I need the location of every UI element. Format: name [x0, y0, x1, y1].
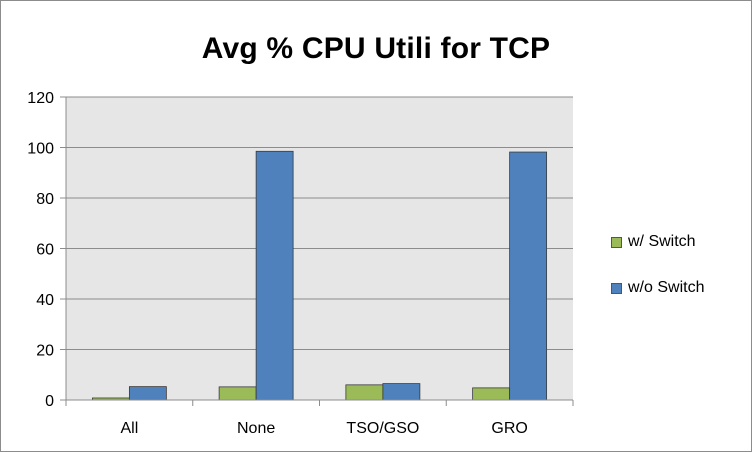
- gridlines: [66, 96, 573, 350]
- x-category-label: None: [237, 420, 275, 437]
- legend-item-wo-switch: w/o Switch: [611, 277, 751, 299]
- bars: [91, 150, 548, 401]
- y-axis: 0 20 40 60 80 100 120: [27, 90, 67, 410]
- legend-item-w-switch: w/ Switch: [611, 231, 751, 253]
- legend: w/ Switch w/o Switch: [611, 231, 751, 323]
- bar-wo-switch-1: [255, 150, 294, 401]
- legend-swatch-wo-switch: [611, 282, 622, 294]
- y-tick-label: 0: [45, 393, 54, 410]
- legend-label-w-switch: w/ Switch: [628, 233, 696, 250]
- y-tick-label: 120: [27, 90, 54, 107]
- chart-title: Avg % CPU Utili for TCP: [201, 32, 551, 65]
- y-tick-label: 40: [36, 292, 54, 309]
- bar-wo-switch-0: [128, 386, 167, 401]
- y-tick-label: 20: [36, 343, 54, 360]
- legend-label-wo-switch: w/o Switch: [628, 279, 705, 296]
- x-axis: All None TSO/GSO GRO: [65, 399, 574, 437]
- y-tick-label: 80: [36, 191, 54, 208]
- y-tick-label: 60: [36, 242, 54, 259]
- y-tick-label: 100: [27, 141, 54, 158]
- legend-swatch-w-switch: [611, 236, 622, 248]
- bar-w-switch-2: [345, 384, 384, 401]
- bar-w-switch-3: [472, 387, 511, 401]
- bar-wo-switch-3: [509, 151, 548, 401]
- x-category-label: TSO/GSO: [346, 420, 419, 437]
- bar-wo-switch-2: [382, 383, 421, 401]
- x-category-label: GRO: [491, 420, 527, 437]
- bar-w-switch-1: [218, 386, 257, 401]
- x-category-label: All: [120, 420, 138, 437]
